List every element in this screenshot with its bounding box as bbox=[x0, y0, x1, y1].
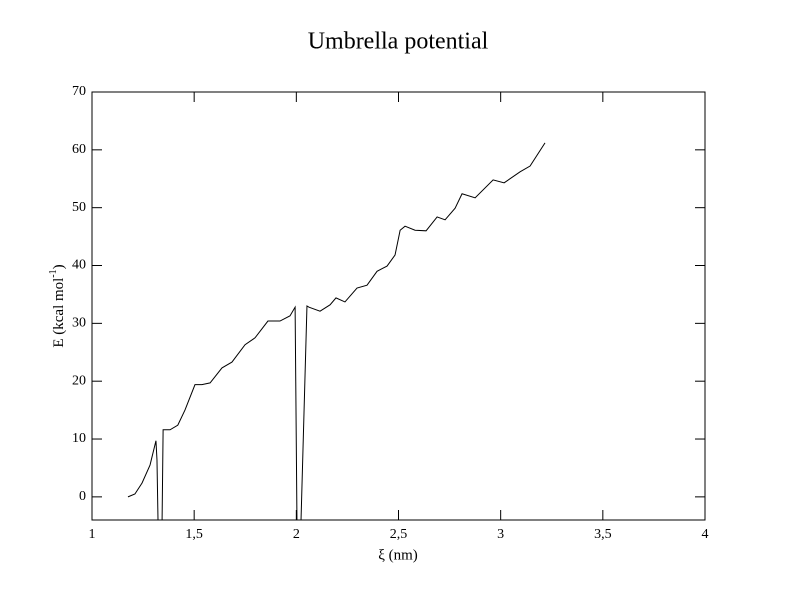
x-tick-label: 4 bbox=[702, 527, 709, 542]
y-axis-label: E (kcal mol-1) bbox=[48, 264, 67, 347]
y-tick-label: 20 bbox=[72, 373, 86, 388]
y-tick-label: 30 bbox=[72, 316, 86, 331]
y-axis-label-sup: -1 bbox=[48, 269, 59, 277]
x-tick-label: 1 bbox=[89, 527, 96, 542]
x-axis-label: ξ (nm) bbox=[378, 547, 418, 563]
x-tick-label: 2 bbox=[293, 527, 300, 542]
y-tick-label: 50 bbox=[72, 200, 86, 215]
y-tick-label: 70 bbox=[72, 84, 86, 99]
y-tick-label: 40 bbox=[72, 258, 86, 273]
y-tick-label: 60 bbox=[72, 142, 86, 157]
x-tick-label: 3,5 bbox=[594, 527, 612, 542]
x-tick-label: 3 bbox=[497, 527, 504, 542]
y-axis-label-end: ) bbox=[51, 264, 67, 269]
y-tick-label: 10 bbox=[72, 431, 86, 446]
data-line bbox=[127, 142, 546, 520]
y-axis-label-main: E (kcal mol bbox=[51, 278, 67, 348]
chart-title: Umbrella potential bbox=[308, 29, 489, 55]
x-tick-label: 2,5 bbox=[390, 527, 408, 542]
y-tick-label: 0 bbox=[79, 489, 86, 504]
x-tick-label: 1,5 bbox=[185, 527, 203, 542]
